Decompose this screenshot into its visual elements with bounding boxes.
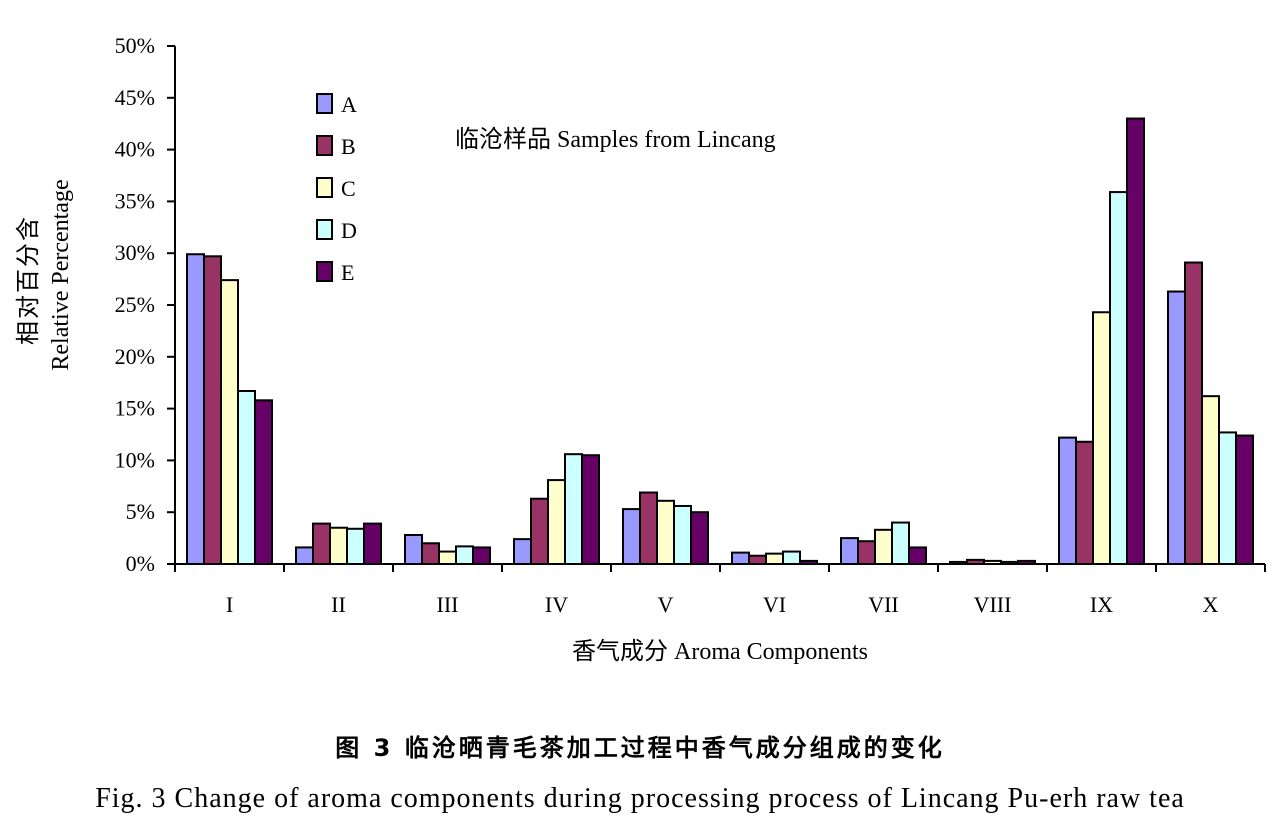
bar-C-III [438, 550, 457, 565]
bar-B-III [421, 542, 440, 566]
bar-D-I [237, 389, 256, 565]
bar-C-VII [874, 528, 893, 566]
x-tick-label: III [437, 592, 459, 617]
bar-D-IV [564, 453, 583, 565]
bar-B-X [1184, 261, 1203, 565]
y-tick-label: 10% [115, 447, 155, 472]
bar-B-VI [748, 554, 767, 565]
x-tick-label: X [1203, 592, 1219, 617]
x-tick-label: VI [763, 592, 786, 617]
bar-C-V [656, 499, 675, 565]
legend-swatch-A [316, 93, 333, 114]
bar-C-X [1201, 395, 1220, 565]
bar-E-X [1235, 434, 1254, 566]
bar-A-III [404, 533, 423, 566]
x-tick-label: IX [1090, 592, 1113, 617]
bar-E-III [472, 546, 491, 566]
bar-chart: 0%5%10%15%20%25%30%35%40%45%50% I II III IV… [15, 33, 1266, 665]
bar-B-IV [530, 497, 549, 565]
bar-D-IX [1109, 191, 1128, 566]
bar-C-II [329, 526, 348, 565]
bar-C-VI [765, 552, 784, 566]
y-tick-label: 35% [115, 188, 155, 213]
bar-E-I [254, 399, 273, 566]
y-tick-label: 45% [115, 85, 155, 110]
y-tick-label: 40% [115, 137, 155, 162]
bar-D-VII [891, 521, 910, 565]
y-tick-label: 25% [115, 292, 155, 317]
legend-label-E: E [341, 260, 354, 285]
bar-B-VII [857, 540, 876, 566]
y-axis-title-en: Relative Percentage [48, 179, 74, 370]
bar-E-II [363, 522, 382, 566]
bar-E-IX [1126, 117, 1145, 566]
figure-caption-cn: 图 3 临沧晒青毛茶加工过程中香气成分组成的变化 [335, 734, 945, 762]
bar-E-VII [908, 546, 927, 566]
legend-swatch-C [316, 177, 333, 198]
bar-B-I [203, 255, 222, 565]
y-axis-title-cn: 相对百分含 [15, 215, 42, 345]
bar-A-I [186, 253, 205, 565]
bar-D-III [455, 545, 474, 565]
x-tick-label: V [658, 592, 674, 617]
x-axis-categories: I II III IV V VI VII VIII IX X [174, 564, 1266, 617]
y-axis-ticks: 0% 5% 10% 15% 20% 25% 30% 35% 40% 45% 50% [115, 33, 175, 576]
legend-swatch-B [316, 135, 333, 156]
y-tick-label: 20% [115, 344, 155, 369]
bar-C-IV [547, 479, 566, 566]
bar-B-II [312, 522, 331, 566]
legend-swatch-D [316, 219, 333, 240]
y-tick-label: 15% [115, 396, 155, 421]
bar-B-IX [1075, 440, 1094, 566]
bar-D-VI [782, 550, 801, 565]
bar-A-IX [1058, 436, 1077, 565]
legend-label-A: A [341, 92, 357, 117]
bar-A-VII [840, 537, 859, 565]
bar-A-IV [513, 538, 532, 565]
bar-E-V [690, 511, 709, 566]
bar-E-IV [581, 454, 600, 565]
x-tick-label: II [331, 592, 346, 617]
legend-label-D: D [341, 218, 357, 243]
chart-annotation: 临沧样品 Samples from Lincang [455, 126, 776, 153]
x-tick-label: VIII [974, 592, 1012, 617]
legend-swatch-E [316, 261, 333, 282]
bar-A-VI [731, 551, 750, 566]
legend-label-B: B [341, 134, 356, 159]
x-axis-title: 香气成分 Aroma Components [572, 638, 868, 665]
bar-B-V [639, 491, 658, 565]
y-tick-label: 50% [115, 33, 155, 58]
y-tick-label: 30% [115, 240, 155, 265]
bar-A-II [295, 546, 314, 566]
bar-D-X [1218, 431, 1237, 566]
bar-A-V [622, 508, 641, 566]
x-tick-label: I [226, 592, 233, 617]
y-tick-label: 5% [126, 499, 155, 524]
y-tick-label: 0% [126, 551, 155, 576]
x-tick-label: IV [545, 592, 568, 617]
bar-A-X [1167, 290, 1186, 565]
x-tick-label: VII [868, 592, 899, 617]
bar-C-IX [1092, 311, 1111, 566]
legend-label-C: C [341, 176, 356, 201]
figure-caption-en: Fig. 3 Change of aroma components during… [95, 783, 1185, 814]
bar-C-I [220, 279, 239, 565]
bar-D-II [346, 527, 365, 565]
bar-D-V [673, 504, 692, 566]
bars [186, 117, 1254, 566]
